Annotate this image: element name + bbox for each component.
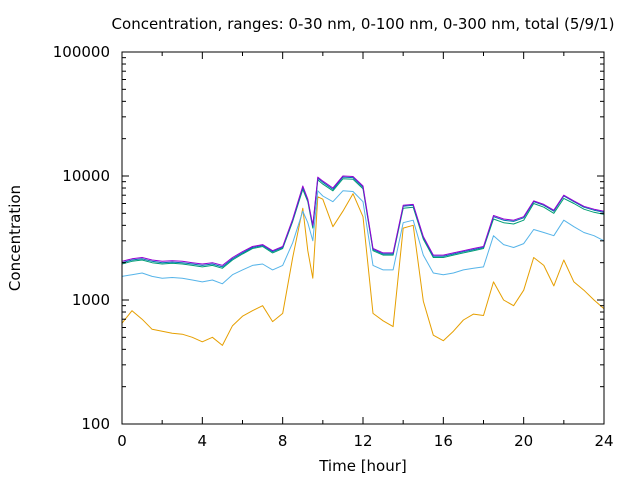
series-line-2 bbox=[121, 190, 605, 285]
y-tick-label: 100 bbox=[81, 415, 110, 433]
x-tick-label: 16 bbox=[434, 432, 453, 450]
y-tick-label: 10000 bbox=[62, 167, 110, 185]
series-layer bbox=[121, 175, 605, 346]
x-axis-label: Time [hour] bbox=[318, 457, 407, 475]
x-tick-label: 24 bbox=[594, 432, 613, 450]
x-tick-label: 8 bbox=[278, 432, 288, 450]
x-tick-label: 12 bbox=[353, 432, 372, 450]
x-tick-label: 20 bbox=[514, 432, 533, 450]
y-axis-label: Concentration bbox=[6, 185, 24, 291]
series-line-1 bbox=[121, 193, 605, 346]
x-tick-label: 0 bbox=[117, 432, 127, 450]
y-tick-label: 1000 bbox=[72, 291, 110, 309]
plot-frame bbox=[121, 51, 605, 425]
series-line-4 bbox=[121, 176, 605, 268]
axes-layer: 0 4 8 12 16 20 24 100 1000 10000 100000 bbox=[53, 43, 614, 450]
series-line-3 bbox=[121, 178, 605, 269]
series-line-5 bbox=[121, 175, 605, 266]
y-tick-label: 100000 bbox=[53, 43, 110, 61]
chart-title: Concentration, ranges: 0-30 nm, 0-100 nm… bbox=[112, 15, 615, 33]
x-tick-label: 4 bbox=[198, 432, 208, 450]
